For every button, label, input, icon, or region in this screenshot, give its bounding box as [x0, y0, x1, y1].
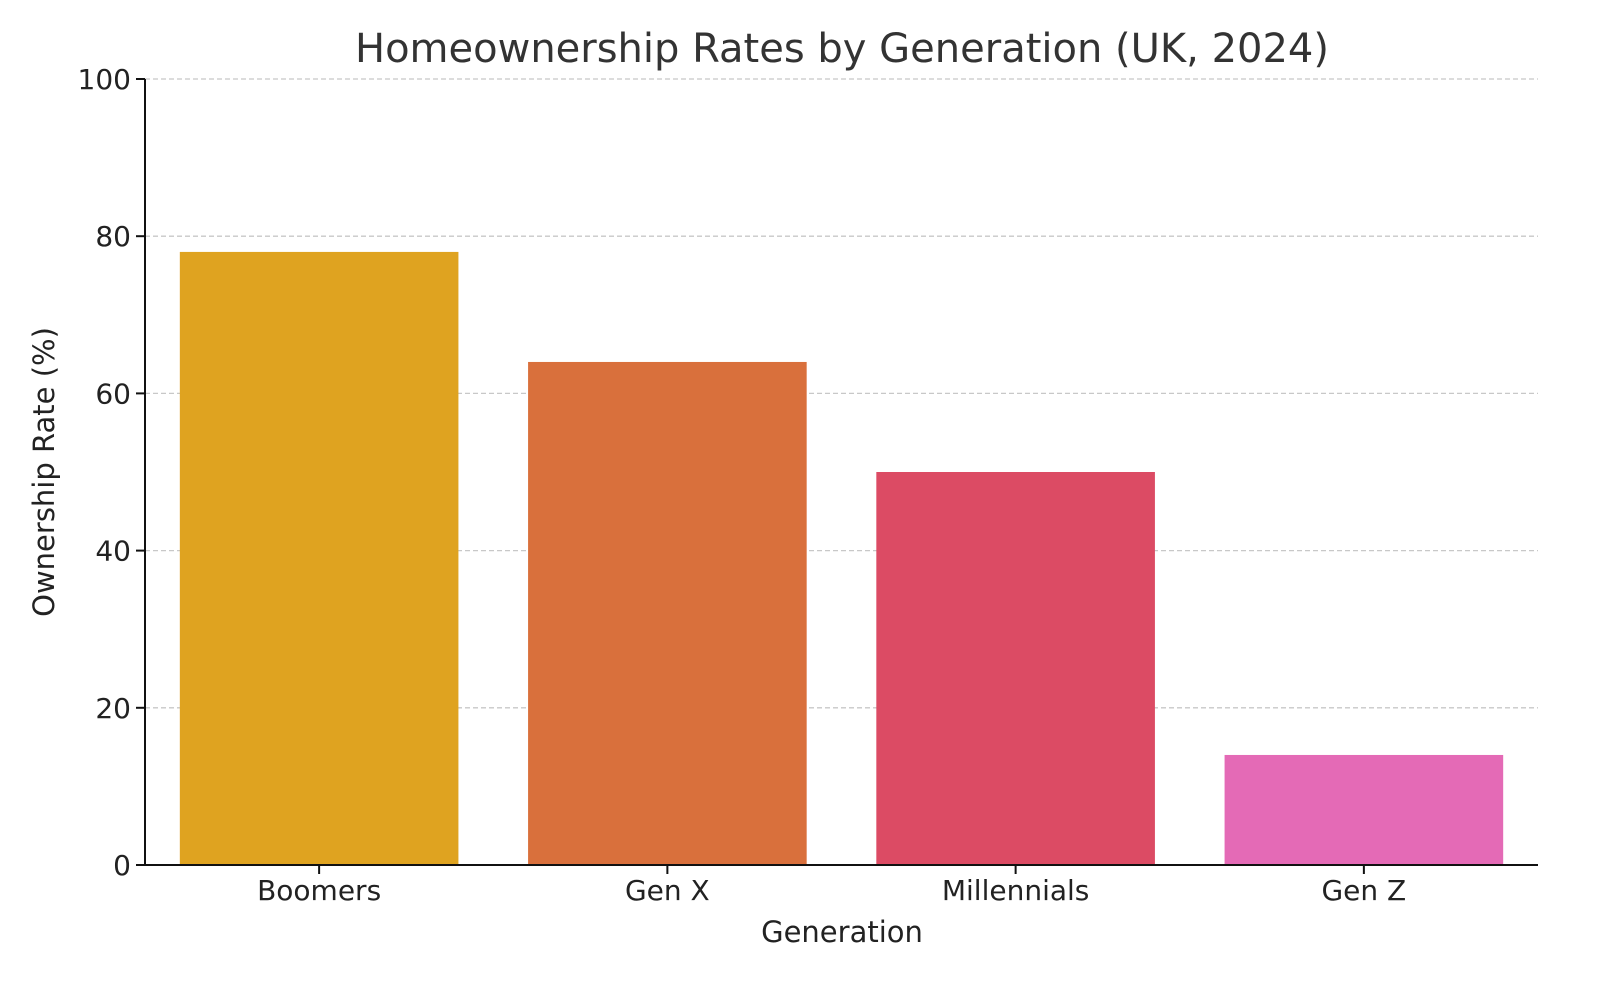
y-tick-label: 40 — [95, 535, 131, 568]
chart-title: Homeownership Rates by Generation (UK, 2… — [355, 26, 1329, 72]
y-axis-ticks: 0 20 40 60 80 100 — [78, 63, 145, 882]
bar-gen-z — [1224, 754, 1504, 865]
x-tick-label: Boomers — [257, 874, 381, 907]
x-tick-label: Gen X — [625, 874, 710, 907]
y-tick-label: 20 — [95, 692, 131, 725]
y-tick-label: 80 — [95, 220, 131, 253]
bar-gen-x — [528, 361, 807, 865]
bar-boomers — [179, 251, 459, 866]
y-tick-label: 60 — [95, 377, 131, 410]
y-tick-label: 0 — [113, 849, 131, 882]
x-axis-label: Generation — [761, 915, 923, 949]
y-tick-label: 100 — [78, 63, 131, 96]
bar-millennials — [876, 472, 1155, 865]
x-tick-label: Gen Z — [1321, 874, 1406, 907]
bars — [179, 251, 1504, 866]
y-axis-label: Ownership Rate (%) — [27, 327, 61, 617]
x-axis-ticks: Boomers Gen X Millennials Gen Z — [257, 865, 1406, 907]
x-tick-label: Millennials — [942, 874, 1090, 907]
